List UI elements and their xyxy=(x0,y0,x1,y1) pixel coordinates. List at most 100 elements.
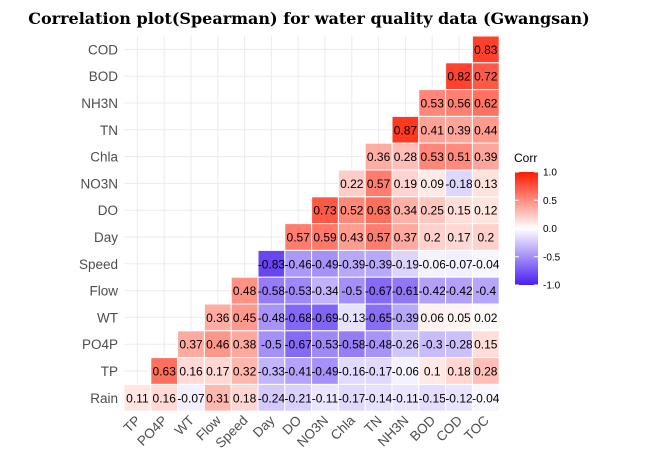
cell-value-label: -0.69 xyxy=(311,311,339,325)
cell-value-label: 0.36 xyxy=(206,311,230,325)
heatmap-cell xyxy=(311,357,339,385)
cell-value-label: 0.17 xyxy=(206,365,230,379)
cell-value-label: 0.53 xyxy=(421,150,445,164)
heatmap-cell xyxy=(257,383,286,412)
chart-title: Correlation plot(Spearman) for water qua… xyxy=(28,9,589,28)
cell-value-label: -0.48 xyxy=(258,311,286,325)
cell-value-label: -0.04 xyxy=(472,257,500,271)
heatmap-cell xyxy=(471,357,500,385)
cell-value-label: 0.18 xyxy=(447,365,471,379)
cell-value-label: 0.48 xyxy=(233,284,257,298)
x-tick-label: PO4P xyxy=(134,413,170,449)
cell-value-label: -0.41 xyxy=(285,365,313,379)
heatmap-cell xyxy=(471,196,500,225)
heatmap-cell xyxy=(311,223,339,251)
cell-value-label: -0.12 xyxy=(445,391,473,405)
cell-value-label: -0.53 xyxy=(311,338,339,352)
heatmap-cell xyxy=(364,169,393,198)
cell-value-label: -0.53 xyxy=(285,284,313,298)
heatmap-cell xyxy=(337,249,366,278)
heatmap-cell xyxy=(418,330,447,359)
cell-value-label: -0.17 xyxy=(338,391,366,405)
heatmap-cell xyxy=(203,357,232,385)
y-tick-label: WT xyxy=(97,310,118,325)
cell-value-label: -0.4 xyxy=(475,284,496,298)
cell-value-label: -0.06 xyxy=(419,257,447,271)
cell-value-label: 0.38 xyxy=(233,338,257,352)
cell-value-label: 0.02 xyxy=(474,311,498,325)
cell-value-label: 0.15 xyxy=(447,204,471,218)
cell-value-label: -0.49 xyxy=(311,365,339,379)
heatmap-cell xyxy=(257,276,286,305)
y-tick-label: PO4P xyxy=(82,337,118,352)
cell-value-label: -0.07 xyxy=(445,257,473,271)
cell-value-label: -0.28 xyxy=(445,338,473,352)
cell-value-label: -0.06 xyxy=(392,365,420,379)
heatmap-cell xyxy=(445,142,473,171)
heatmap-cell xyxy=(364,303,393,332)
x-tick-label: TOC xyxy=(461,413,492,444)
heatmap-cell xyxy=(418,276,447,305)
cell-value-label: -0.42 xyxy=(445,284,473,298)
cell-value-label: -0.3 xyxy=(422,338,443,352)
cell-value-label: 0.56 xyxy=(447,97,471,111)
y-tick-label: NO3N xyxy=(80,176,118,191)
cell-value-label: -0.58 xyxy=(338,338,366,352)
heatmap-cell xyxy=(284,249,313,278)
y-tick-label: COD xyxy=(88,42,118,57)
cell-value-label: 0.63 xyxy=(367,204,391,218)
heatmap-cell xyxy=(391,303,420,332)
y-tick-label: Flow xyxy=(89,284,118,299)
x-tick-label: COD xyxy=(433,413,465,445)
x-tick-label: Day xyxy=(250,413,278,441)
heatmap-cell xyxy=(471,35,500,64)
cell-value-label: -0.11 xyxy=(392,391,419,405)
cell-value-label: -0.42 xyxy=(419,284,447,298)
cell-value-label: 0.36 xyxy=(367,150,391,164)
heatmap-cell xyxy=(177,383,205,412)
heatmap-cell xyxy=(445,115,473,144)
y-tick-label: Day xyxy=(94,230,118,245)
x-tick-label: BOD xyxy=(407,413,438,444)
cell-value-label: 0.53 xyxy=(421,97,445,111)
cell-value-label: 0.09 xyxy=(421,177,445,191)
y-tick-label: BOD xyxy=(89,69,119,84)
cell-value-label: -0.11 xyxy=(312,391,339,405)
y-tick-label: DO xyxy=(98,203,118,218)
cell-value-label: -0.39 xyxy=(392,311,420,325)
legend-title: Corr xyxy=(514,151,537,165)
heatmap-cell xyxy=(337,303,366,332)
heatmap-cell xyxy=(177,357,205,385)
cell-value-label: -0.67 xyxy=(285,338,313,352)
heatmap-cell xyxy=(311,276,339,305)
cell-value-label: 0.63 xyxy=(153,365,177,379)
heatmap-cell xyxy=(337,276,366,305)
cell-value-label: 0.73 xyxy=(313,204,337,218)
heatmap-cell xyxy=(230,383,259,412)
legend-tick-label: 1.0 xyxy=(543,168,557,179)
cell-value-label: -0.26 xyxy=(392,338,420,352)
heatmap-cell xyxy=(445,223,473,251)
cell-value-label: 0.59 xyxy=(313,231,337,245)
cell-value-label: 0.13 xyxy=(474,177,498,191)
heatmap-cell xyxy=(471,169,500,198)
cell-value-label: -0.13 xyxy=(338,311,366,325)
cell-value-label: -0.83 xyxy=(258,257,286,271)
x-tick-label: Chla xyxy=(328,412,359,443)
cell-value-label: -0.14 xyxy=(365,391,393,405)
heatmap-cells: 0.830.82 0.720.53 0.56 0.620.87 0.41 0.39 0.44… xyxy=(123,35,500,412)
cell-value-label: -0.39 xyxy=(365,257,393,271)
cell-value-label: -0.61 xyxy=(392,284,420,298)
heatmap-cell xyxy=(311,330,339,359)
cell-value-label: 0.32 xyxy=(233,365,257,379)
cell-value-label: -0.15 xyxy=(419,391,447,405)
y-tick-label: TN xyxy=(100,123,118,138)
heatmap-cell xyxy=(445,276,473,305)
y-tick-label: Chla xyxy=(90,150,118,165)
cell-value-label: -0.5 xyxy=(261,338,282,352)
cell-value-label: 0.16 xyxy=(179,365,203,379)
heatmap-cell xyxy=(471,330,500,359)
cell-value-label: -0.49 xyxy=(311,257,339,271)
